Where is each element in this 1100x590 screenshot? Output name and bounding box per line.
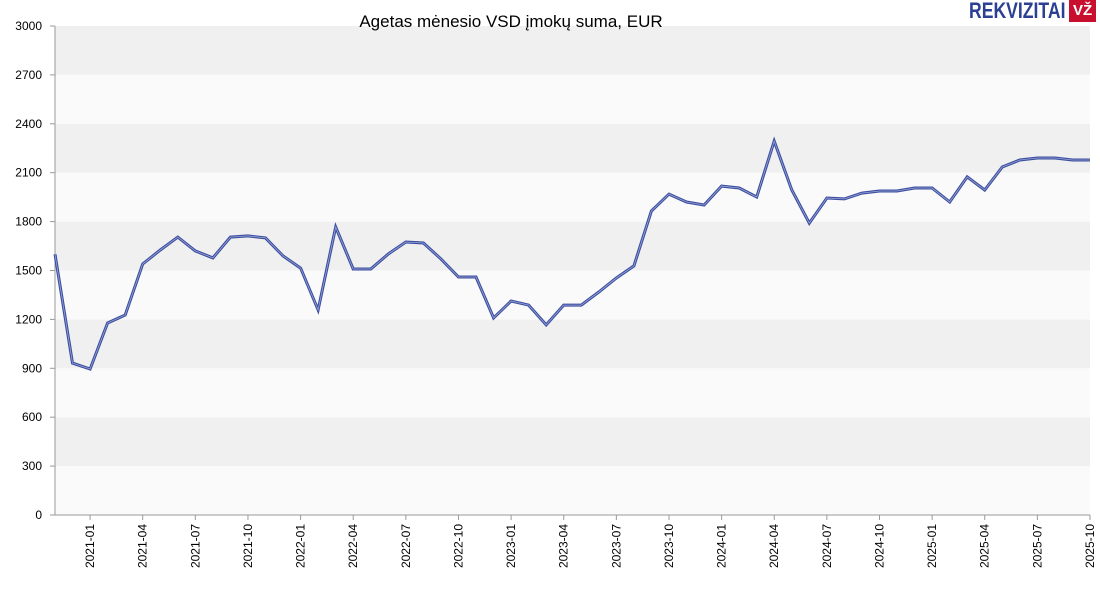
y-tick-label: 600 <box>22 410 42 424</box>
y-tick-label: 1800 <box>15 215 42 229</box>
x-tick-label: 2021-04 <box>136 524 150 568</box>
x-tick-label: 2023-10 <box>662 524 676 568</box>
chart-title: Agetas mėnesio VSD įmokų suma, EUR <box>359 12 663 31</box>
x-tick-label: 2022-04 <box>346 524 360 568</box>
x-tick-label: 2024-04 <box>767 524 781 568</box>
y-tick-label: 300 <box>22 459 42 473</box>
y-tick-label: 1500 <box>15 264 42 278</box>
x-tick-label: 2023-01 <box>504 524 518 568</box>
x-tick-label: 2024-01 <box>715 524 729 568</box>
x-tick-label: 2023-07 <box>609 524 623 568</box>
grid-band <box>55 172 1090 222</box>
x-tick-label: 2025-10 <box>1083 524 1097 568</box>
x-tick-label: 2022-10 <box>451 524 465 568</box>
grid-band <box>55 123 1090 173</box>
y-tick-label: 0 <box>35 508 42 522</box>
grid-band <box>55 417 1090 467</box>
y-tick-label: 2700 <box>15 68 42 82</box>
x-tick-label: 2021-01 <box>83 524 97 568</box>
x-tick-label: 2025-07 <box>1030 524 1044 568</box>
grid-band <box>55 270 1090 320</box>
rekvizitai-logo: REKVIZITAI VŽ <box>969 0 1097 23</box>
grid-band <box>55 319 1090 369</box>
x-tick-label: 2022-01 <box>294 524 308 568</box>
y-tick-label: 2400 <box>15 117 42 131</box>
y-tick-label: 2100 <box>15 166 42 180</box>
grid-band <box>55 221 1090 271</box>
x-tick-label: 2025-04 <box>978 524 992 568</box>
grid-band <box>55 74 1090 124</box>
grid-band <box>55 26 1090 75</box>
y-tick-label: 3000 <box>15 19 42 33</box>
grid-band <box>55 466 1090 515</box>
x-tick-label: 2024-10 <box>872 524 886 568</box>
logo-text: REKVIZITAI <box>969 0 1066 23</box>
x-tick-label: 2021-07 <box>188 524 202 568</box>
x-tick-label: 2025-01 <box>925 524 939 568</box>
y-tick-label: 1200 <box>15 312 42 326</box>
x-tick-label: 2022-07 <box>399 524 413 568</box>
grid-band <box>55 368 1090 418</box>
logo-badge: VŽ <box>1069 0 1097 22</box>
x-tick-label: 2023-04 <box>557 524 571 568</box>
series-line-inner <box>54 139 1090 370</box>
x-tick-label: 2024-07 <box>820 524 834 568</box>
y-tick-label: 900 <box>22 361 42 375</box>
x-tick-label: 2021-10 <box>241 524 255 568</box>
